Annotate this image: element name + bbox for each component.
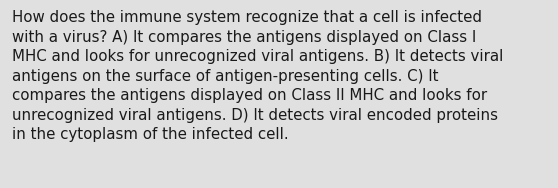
Text: How does the immune system recognize that a cell is infected
with a virus? A) It: How does the immune system recognize tha… (12, 10, 503, 142)
